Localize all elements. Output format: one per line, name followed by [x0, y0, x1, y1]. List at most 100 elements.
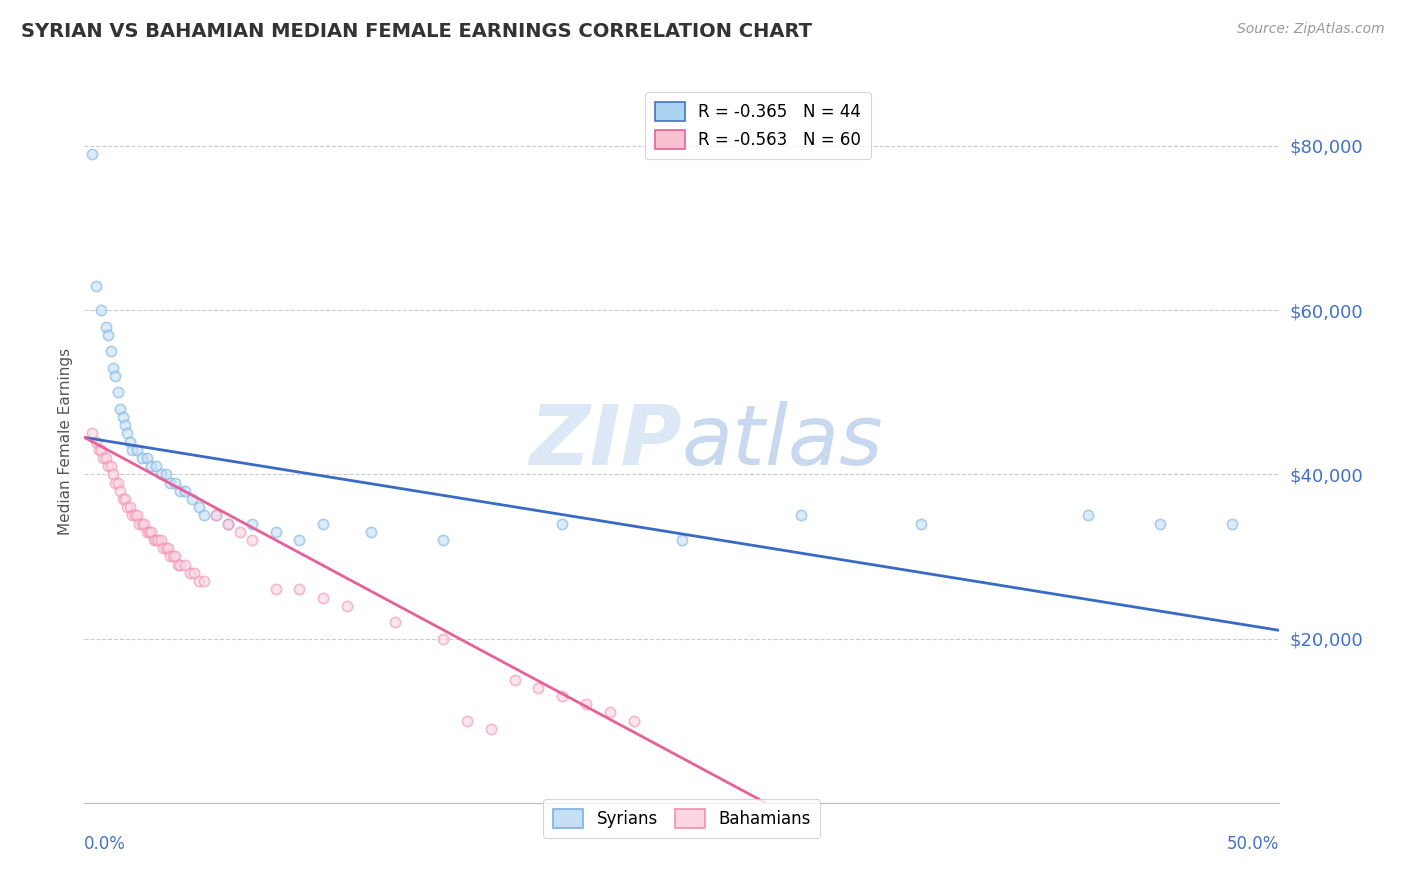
Point — [360, 524, 382, 539]
Point — [128, 516, 150, 531]
Y-axis label: Median Female Earnings: Median Female Earnings — [58, 348, 73, 535]
Point — [149, 467, 172, 482]
Point — [623, 714, 645, 728]
Point — [173, 483, 195, 498]
Point — [1077, 508, 1099, 523]
Point — [165, 475, 187, 490]
Point — [671, 533, 693, 547]
Point — [145, 459, 167, 474]
Point — [1149, 516, 1171, 531]
Point — [159, 549, 181, 564]
Point — [141, 524, 163, 539]
Point — [104, 368, 127, 383]
Point — [599, 706, 621, 720]
Point — [142, 533, 165, 547]
Point — [456, 714, 478, 728]
Point — [217, 516, 239, 531]
Point — [169, 483, 191, 498]
Point — [240, 533, 263, 547]
Point — [117, 500, 139, 515]
Point — [155, 467, 177, 482]
Text: 50.0%: 50.0% — [1227, 835, 1279, 854]
Point — [135, 524, 157, 539]
Point — [101, 467, 124, 482]
Point — [117, 426, 139, 441]
Point — [336, 599, 359, 613]
Point — [188, 500, 211, 515]
Point — [131, 450, 153, 465]
Point — [479, 722, 502, 736]
Point — [93, 450, 115, 465]
Point — [312, 591, 335, 605]
Point — [86, 434, 108, 449]
Point — [575, 698, 598, 712]
Point — [100, 344, 122, 359]
Legend: Syrians, Bahamians: Syrians, Bahamians — [544, 798, 820, 838]
Point — [790, 508, 813, 523]
Point — [148, 533, 170, 547]
Point — [503, 673, 526, 687]
Point — [90, 303, 112, 318]
Point — [138, 524, 160, 539]
Point — [121, 442, 143, 457]
Point — [432, 533, 454, 547]
Point — [90, 442, 112, 457]
Point — [193, 508, 215, 523]
Point — [97, 459, 120, 474]
Point — [551, 516, 574, 531]
Point — [114, 418, 136, 433]
Point — [193, 574, 215, 588]
Text: atlas: atlas — [682, 401, 883, 482]
Point — [125, 508, 148, 523]
Point — [124, 508, 146, 523]
Point — [1220, 516, 1243, 531]
Point — [179, 566, 201, 580]
Point — [910, 516, 932, 531]
Point — [87, 442, 110, 457]
Point — [181, 491, 204, 506]
Point — [229, 524, 252, 539]
Text: SYRIAN VS BAHAMIAN MEDIAN FEMALE EARNINGS CORRELATION CHART: SYRIAN VS BAHAMIAN MEDIAN FEMALE EARNING… — [21, 22, 813, 41]
Point — [94, 319, 117, 334]
Point — [205, 508, 228, 523]
Point — [149, 533, 172, 547]
Point — [118, 434, 141, 449]
Point — [205, 508, 228, 523]
Point — [264, 582, 287, 597]
Point — [111, 409, 134, 424]
Point — [173, 558, 195, 572]
Point — [384, 615, 406, 630]
Point — [217, 516, 239, 531]
Point — [527, 681, 550, 695]
Point — [155, 541, 177, 556]
Text: 0.0%: 0.0% — [84, 835, 127, 854]
Point — [288, 582, 311, 597]
Point — [107, 475, 129, 490]
Point — [121, 508, 143, 523]
Point — [125, 442, 148, 457]
Point — [110, 483, 132, 498]
Point — [288, 533, 311, 547]
Point — [118, 500, 141, 515]
Point — [141, 459, 163, 474]
Point — [107, 385, 129, 400]
Point — [165, 549, 187, 564]
Point — [162, 549, 184, 564]
Point — [101, 360, 124, 375]
Point — [135, 450, 157, 465]
Point — [432, 632, 454, 646]
Point — [104, 475, 127, 490]
Point — [111, 491, 134, 506]
Point — [100, 459, 122, 474]
Point — [551, 689, 574, 703]
Point — [157, 541, 180, 556]
Point — [159, 475, 181, 490]
Point — [183, 566, 205, 580]
Text: Source: ZipAtlas.com: Source: ZipAtlas.com — [1237, 22, 1385, 37]
Point — [240, 516, 263, 531]
Point — [131, 516, 153, 531]
Point — [80, 426, 103, 441]
Point — [94, 450, 117, 465]
Point — [114, 491, 136, 506]
Point — [169, 558, 191, 572]
